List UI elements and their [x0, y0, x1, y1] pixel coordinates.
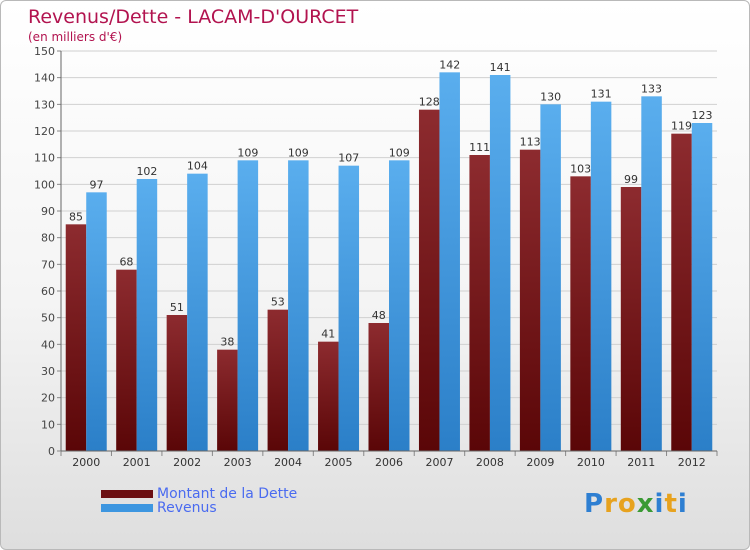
data-label: 133: [641, 82, 662, 95]
bar-revenus: [590, 101, 612, 452]
logo-letter: P: [584, 489, 605, 519]
y-tick-label: 0: [48, 445, 55, 458]
data-label: 51: [170, 301, 184, 314]
data-label: 41: [321, 328, 335, 341]
data-label: 123: [692, 109, 713, 122]
data-label: 142: [439, 58, 460, 71]
bar-revenus: [288, 160, 309, 452]
data-label: 131: [591, 88, 612, 101]
y-tick-label: 10: [41, 418, 55, 431]
data-label: 99: [624, 173, 638, 186]
bar-revenus: [489, 75, 511, 451]
y-tick-label: 140: [34, 72, 55, 85]
bar-dette: [267, 309, 289, 451]
data-label: 85: [69, 210, 83, 223]
bar-dette: [620, 187, 642, 451]
data-label: 107: [338, 152, 359, 165]
x-tick-label: 2007: [425, 456, 453, 469]
data-label: 109: [389, 146, 410, 159]
bar-revenus: [389, 160, 410, 452]
legend-label-revenus: Revenus: [157, 500, 217, 516]
bar-revenus: [641, 96, 662, 451]
bar-revenus: [540, 104, 561, 451]
y-tick-label: 100: [34, 178, 55, 191]
legend-swatch-revenus: [101, 504, 153, 512]
data-label: 102: [136, 165, 157, 178]
y-tick-label: 130: [34, 98, 55, 111]
bar-dette: [116, 269, 137, 451]
proxiti-logo: Proxiti: [584, 489, 688, 519]
x-tick-label: 2006: [375, 456, 403, 469]
data-label: 109: [237, 146, 258, 159]
bar-revenus: [86, 192, 107, 452]
y-tick-label: 50: [41, 312, 55, 325]
bar-dette: [570, 176, 591, 452]
chart-title: Revenus/Dette - LACAM-D'OURCET: [28, 6, 359, 28]
bar-dette: [217, 349, 238, 451]
legend-label-debt: Montant de la Dette: [157, 486, 298, 502]
x-tick-label: 2002: [173, 456, 201, 469]
logo-letter: r: [604, 489, 618, 519]
bar-revenus: [439, 72, 460, 451]
x-tick-label: 2010: [577, 456, 605, 469]
logo-letter: o: [617, 489, 637, 519]
y-tick-label: 60: [41, 285, 55, 298]
logo-letter: i: [677, 489, 688, 519]
bar-dette: [368, 323, 389, 451]
logo-letter: t: [664, 489, 678, 519]
y-tick-label: 90: [41, 205, 55, 218]
legend-swatch-debt: [101, 490, 153, 498]
x-tick-label: 2011: [627, 456, 655, 469]
y-tick-label: 70: [41, 258, 55, 271]
bar-dette: [519, 149, 541, 451]
data-label: 113: [520, 136, 541, 149]
chart-subtitle: (en milliers d'€): [28, 30, 123, 44]
bar-dette: [469, 155, 490, 451]
data-label: 111: [469, 141, 490, 154]
data-label: 68: [119, 256, 133, 269]
x-tick-label: 2000: [72, 456, 100, 469]
x-tick-label: 2012: [678, 456, 706, 469]
bar-dette: [671, 133, 692, 451]
bar-revenus: [136, 179, 158, 451]
bar-revenus: [691, 123, 713, 451]
data-label: 109: [288, 146, 309, 159]
bar-revenus: [187, 173, 208, 451]
data-label: 38: [220, 336, 234, 349]
y-tick-label: 20: [41, 392, 55, 405]
x-tick-label: 2004: [274, 456, 302, 469]
x-tick-label: 2003: [224, 456, 252, 469]
x-tick-label: 2005: [325, 456, 353, 469]
bar-dette: [65, 224, 87, 451]
data-label: 104: [187, 160, 208, 173]
bar-revenus: [237, 160, 259, 452]
data-label: 128: [419, 96, 440, 109]
bar-dette: [418, 109, 440, 452]
x-tick-label: 2001: [123, 456, 151, 469]
y-tick-label: 110: [34, 152, 55, 165]
data-label: 97: [89, 178, 103, 191]
logo-letter: i: [654, 489, 665, 519]
bar-revenus: [338, 165, 360, 451]
data-label: 48: [372, 309, 386, 322]
bar-dette: [318, 341, 339, 451]
y-tick-label: 80: [41, 232, 55, 245]
data-label: 103: [570, 162, 591, 175]
data-label: 130: [540, 90, 561, 103]
y-tick-label: 40: [41, 338, 55, 351]
data-label: 53: [271, 296, 285, 309]
y-tick-label: 30: [41, 365, 55, 378]
data-label: 141: [490, 61, 511, 74]
bar-dette: [166, 315, 188, 451]
x-tick-label: 2009: [526, 456, 554, 469]
logo-letter: x: [636, 489, 655, 519]
x-tick-label: 2008: [476, 456, 504, 469]
data-label: 119: [671, 120, 692, 133]
y-tick-label: 150: [34, 45, 55, 58]
y-tick-label: 120: [34, 125, 55, 138]
